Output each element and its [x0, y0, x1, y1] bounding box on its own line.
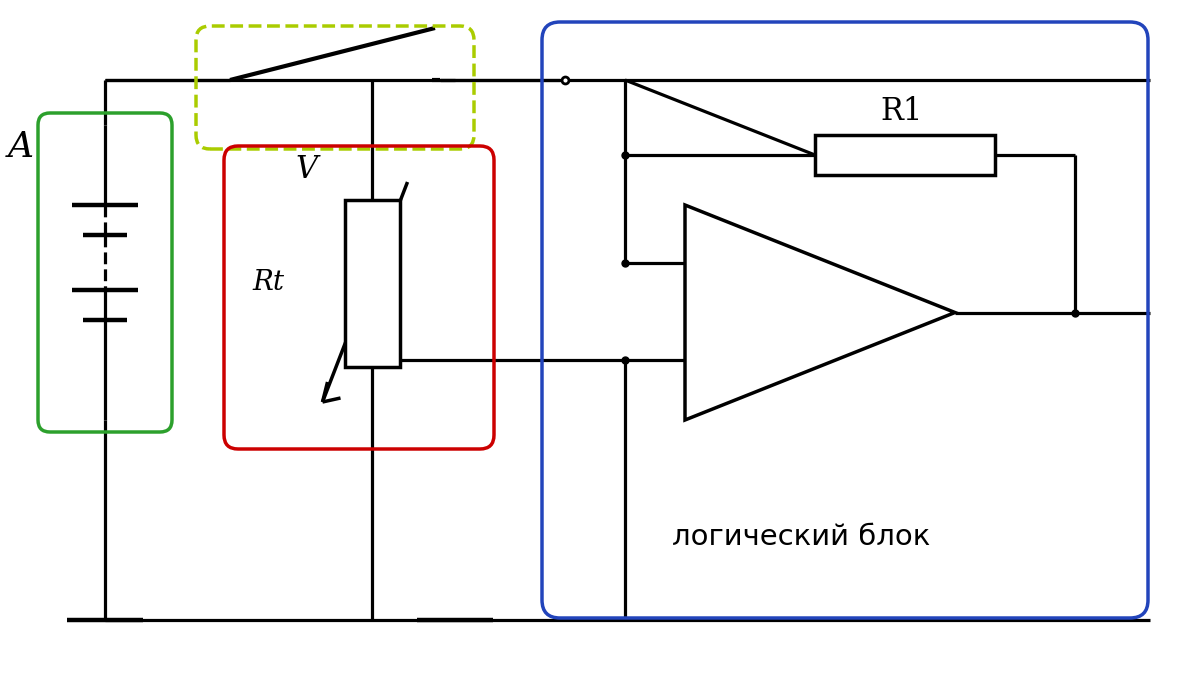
Text: R1: R1 [880, 97, 923, 128]
Bar [815, 135, 995, 175]
Bar [344, 200, 400, 367]
Text: Rt: Rt [252, 269, 284, 296]
Text: логический блок: логический блок [672, 523, 930, 551]
Text: V: V [295, 155, 317, 186]
Text: A: A [8, 130, 34, 164]
